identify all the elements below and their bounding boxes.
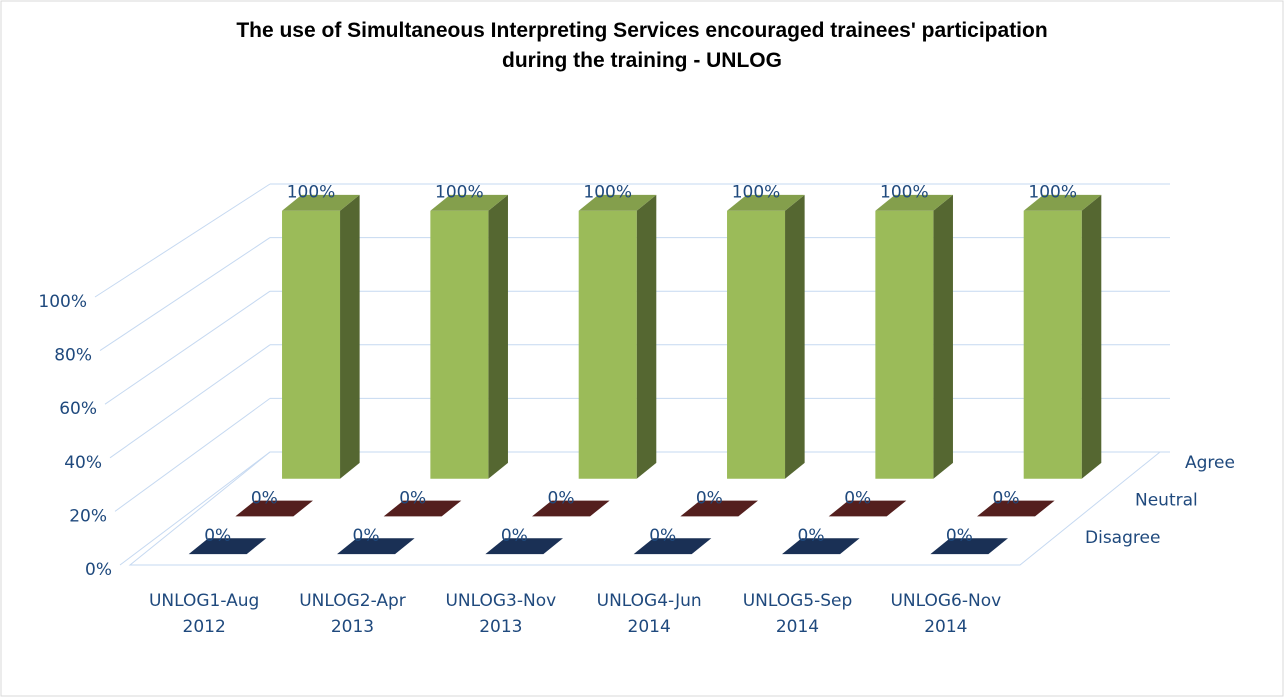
value-label: 0% [649,526,676,546]
y-tick-label: 60% [59,399,97,419]
bar-front [727,210,786,479]
value-label: 100% [287,183,336,203]
y-tick-label: 40% [64,453,102,473]
value-label: 0% [204,526,231,546]
x-tick-label: UNLOG5-Sep 2014 [742,591,853,637]
value-label: 100% [435,183,484,203]
legend-label: Neutral [1135,491,1198,511]
legend-label: Agree [1185,453,1235,473]
bar-front [430,210,489,479]
legend-label: Disagree [1085,528,1160,548]
bar-top [578,194,657,211]
x-tick-label: UNLOG6-Nov 2014 [890,591,1002,637]
bar-side [636,194,657,479]
bar-front [578,210,637,479]
bar-top [282,194,360,211]
y-tick-label: 0% [85,560,112,580]
bar-side [1081,194,1102,479]
bar-top [680,500,758,517]
bar-top [633,538,712,555]
x-tick-label: UNLOG1-Aug 2012 [148,591,260,637]
x-tick-label: UNLOG2-Apr 2013 [299,591,406,637]
x-tick-label: UNLOG3-Nov 2013 [445,591,557,637]
bar-top [782,538,860,555]
value-label: 0% [696,488,723,508]
bar-side [340,194,360,479]
grid-line [114,397,271,512]
chart-title: The use of Simultaneous Interpreting Ser… [236,19,1048,72]
bar-side [488,194,508,479]
bar-top [430,194,508,211]
value-label: 100% [880,183,929,203]
value-label: 100% [1028,183,1077,203]
bar-top [727,194,805,211]
value-label: 100% [732,183,781,203]
value-label: 0% [548,488,575,508]
value-label: 0% [353,526,380,546]
bar-top [977,500,1055,517]
bar-top [1023,194,1102,211]
grid-line [99,237,271,352]
bar-front [1023,210,1082,479]
grid-line [104,290,271,405]
value-label: 0% [993,488,1020,508]
bar-top [337,538,415,555]
bar-top [828,500,907,517]
y-tick-label: 80% [54,346,92,366]
bar-top [930,538,1008,555]
x-tick-label: UNLOG4-Jun 2014 [596,591,702,637]
bar-top [532,500,610,517]
bar-side [785,194,805,479]
bar-top [875,194,953,211]
y-tick-label: 20% [69,506,107,526]
grid-line [94,183,271,298]
value-label: 100% [583,183,632,203]
bar-front [282,210,341,479]
bar-top [188,538,267,555]
bar-front [875,210,934,479]
bar-top [383,500,462,517]
bar-top [485,538,563,555]
grid-line [109,344,271,459]
bar-side [933,194,953,479]
value-label: 0% [844,488,871,508]
value-label: 0% [251,488,278,508]
bar-top [235,500,313,517]
y-tick-label: 100% [38,292,87,312]
value-label: 0% [946,526,973,546]
value-label: 0% [501,526,528,546]
grid-line [119,451,271,566]
value-label: 0% [798,526,825,546]
value-label: 0% [399,488,426,508]
